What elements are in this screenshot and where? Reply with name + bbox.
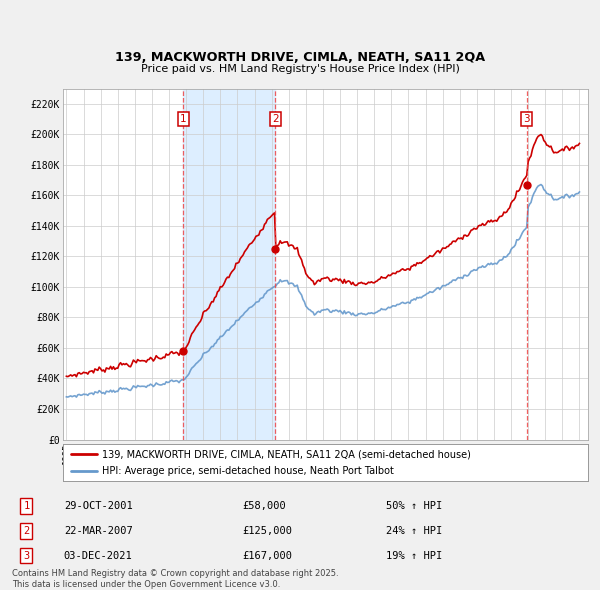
Text: £58,000: £58,000 xyxy=(242,501,286,511)
Text: 50% ↑ HPI: 50% ↑ HPI xyxy=(386,501,443,511)
Bar xyxy=(183,88,275,440)
Text: 3: 3 xyxy=(23,550,29,560)
Text: Contains HM Land Registry data © Crown copyright and database right 2025.
This d: Contains HM Land Registry data © Crown c… xyxy=(12,569,338,589)
Text: 1: 1 xyxy=(23,501,29,511)
Text: Price paid vs. HM Land Registry's House Price Index (HPI): Price paid vs. HM Land Registry's House … xyxy=(140,64,460,74)
Text: 139, MACKWORTH DRIVE, CIMLA, NEATH, SA11 2QA (semi-detached house): 139, MACKWORTH DRIVE, CIMLA, NEATH, SA11… xyxy=(103,449,471,459)
Text: 2: 2 xyxy=(272,114,279,124)
Text: 03-DEC-2021: 03-DEC-2021 xyxy=(64,550,133,560)
Text: 29-OCT-2001: 29-OCT-2001 xyxy=(64,501,133,511)
Text: HPI: Average price, semi-detached house, Neath Port Talbot: HPI: Average price, semi-detached house,… xyxy=(103,466,394,476)
Text: 139, MACKWORTH DRIVE, CIMLA, NEATH, SA11 2QA: 139, MACKWORTH DRIVE, CIMLA, NEATH, SA11… xyxy=(115,51,485,64)
Text: 2: 2 xyxy=(23,526,29,536)
Text: £167,000: £167,000 xyxy=(242,550,292,560)
Text: £125,000: £125,000 xyxy=(242,526,292,536)
Text: 1: 1 xyxy=(180,114,187,124)
Text: 24% ↑ HPI: 24% ↑ HPI xyxy=(386,526,443,536)
Text: 19% ↑ HPI: 19% ↑ HPI xyxy=(386,550,443,560)
Text: 22-MAR-2007: 22-MAR-2007 xyxy=(64,526,133,536)
Text: 3: 3 xyxy=(523,114,530,124)
